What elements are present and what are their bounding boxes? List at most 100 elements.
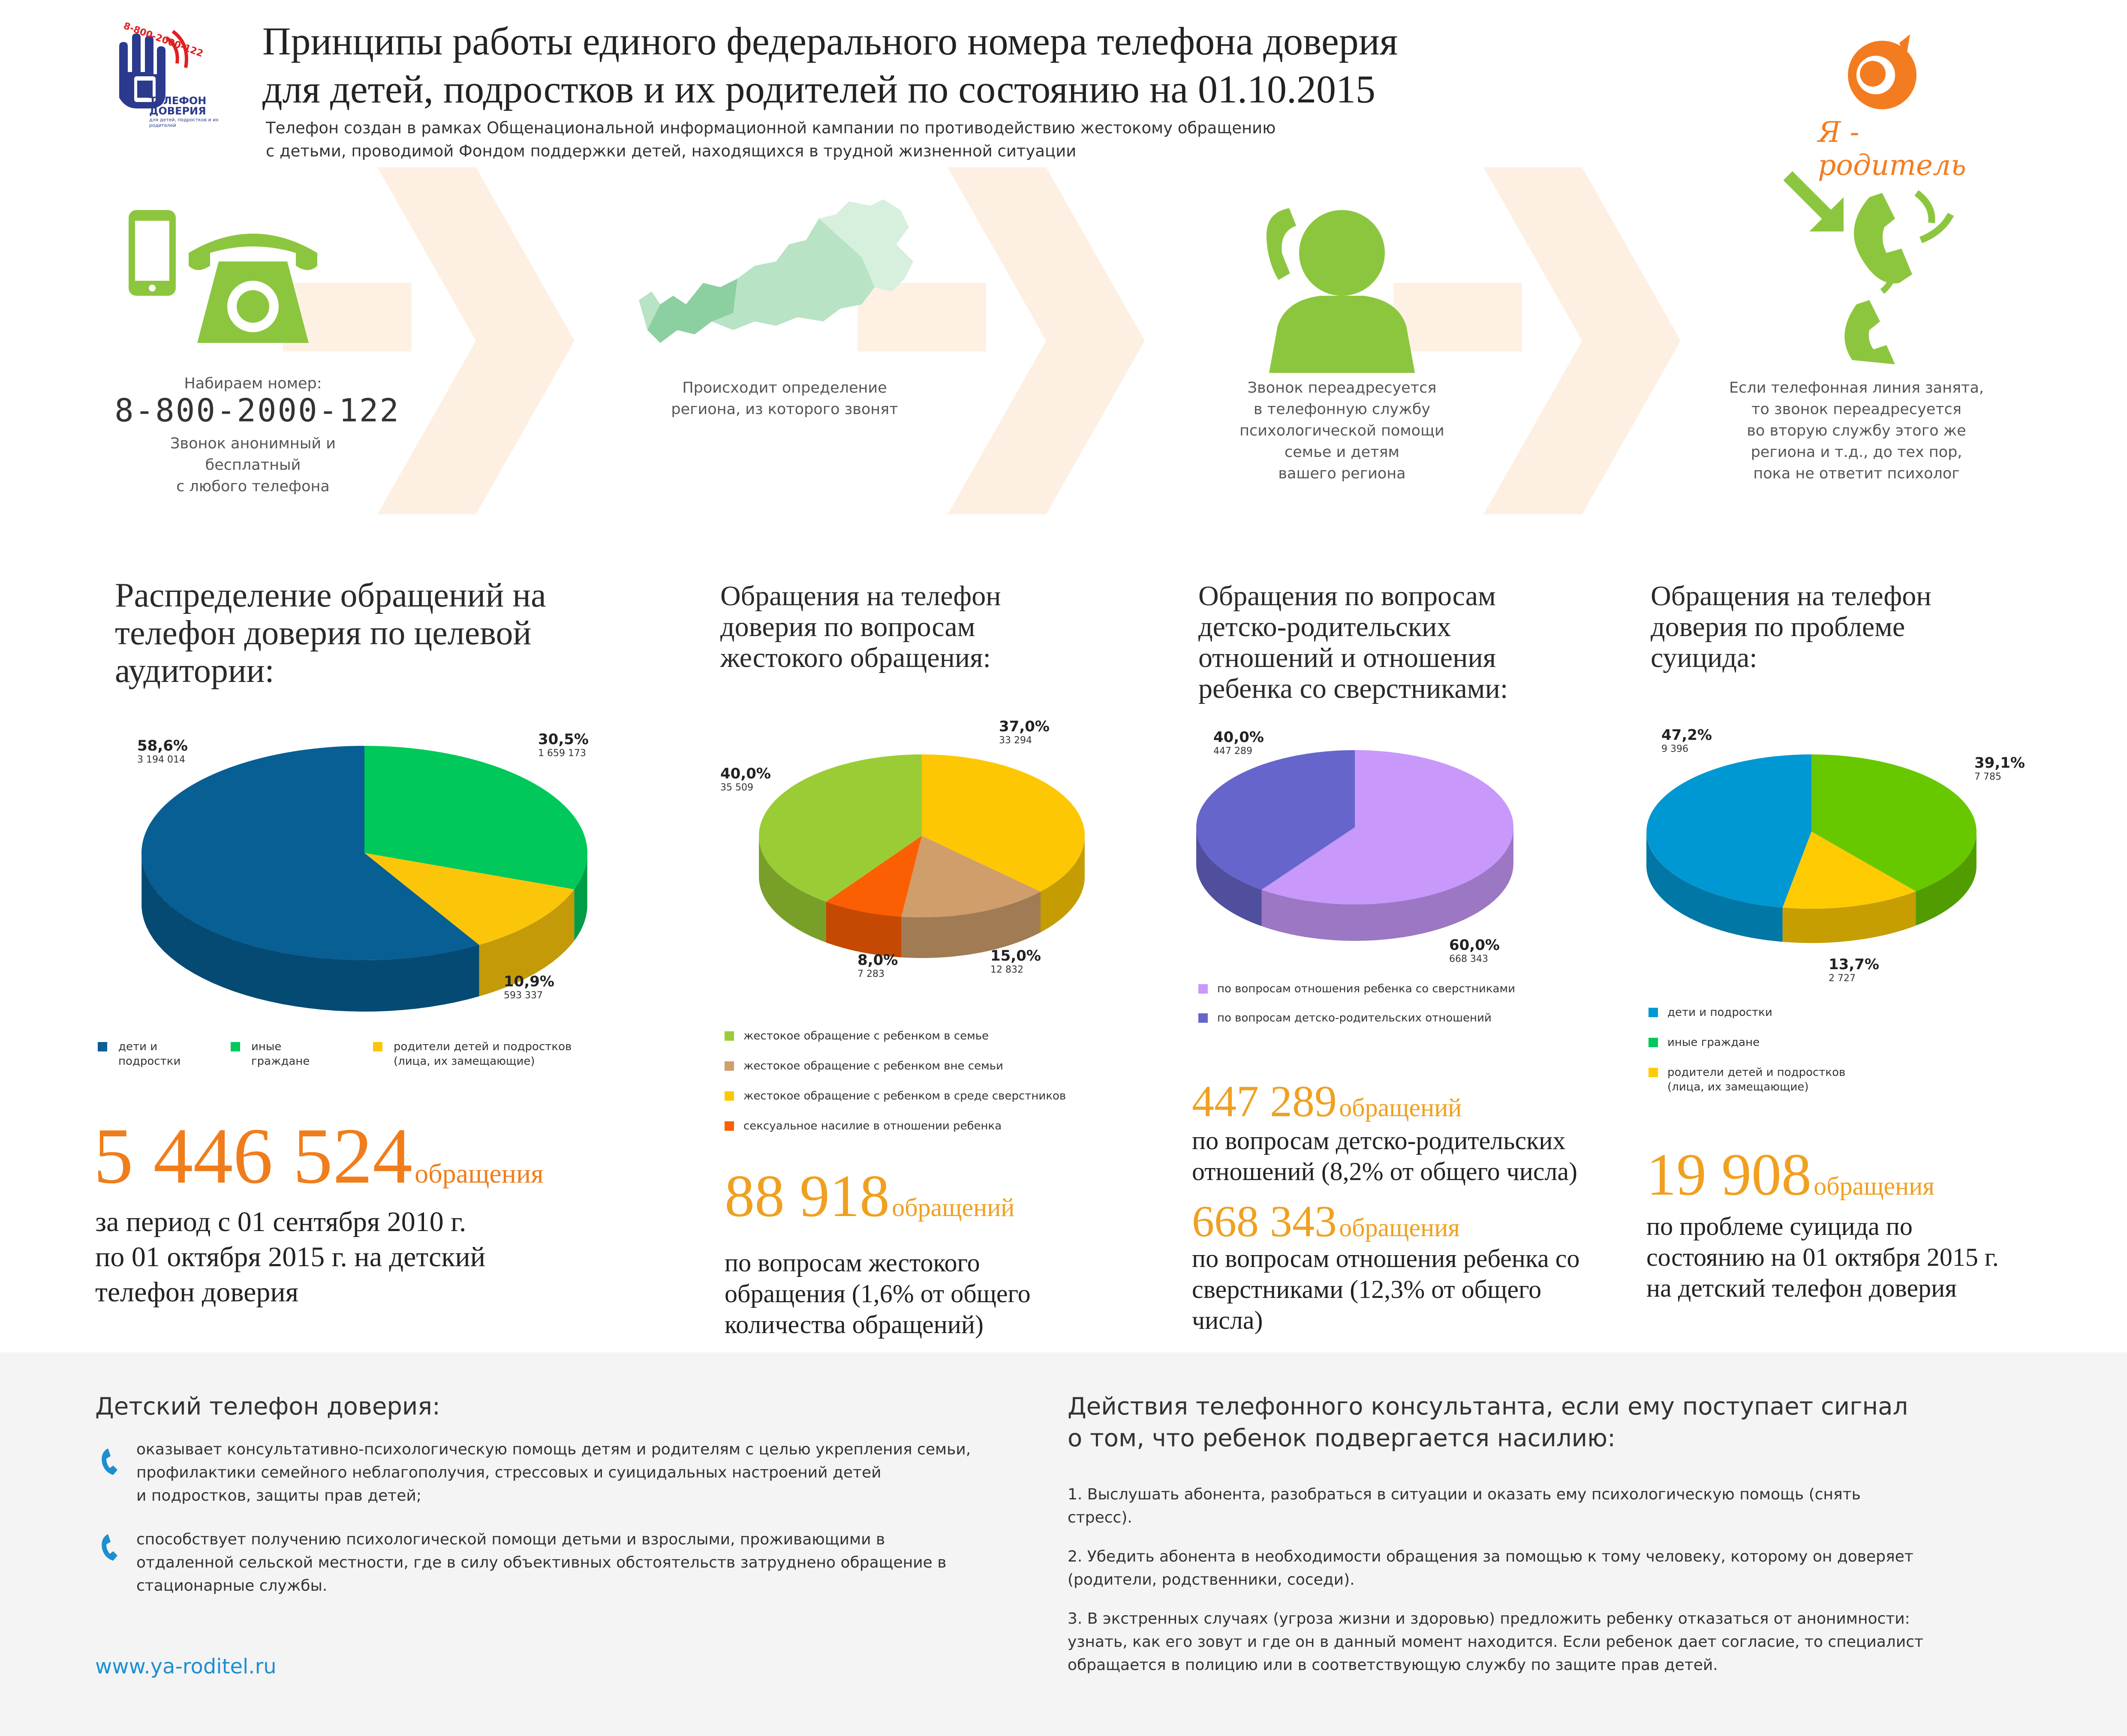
pie-slice-side-0	[574, 856, 587, 941]
legend-suicide: дети и подростки иные граждане родители …	[1649, 1005, 2034, 1104]
page-subtitle: Телефон создан в рамках Общенациональной…	[266, 119, 1276, 160]
step-bar-3	[1393, 283, 1522, 351]
title-box: Принципы работы единого федерального ном…	[262, 17, 1403, 114]
pie4-label-2: 13,7% 2 727	[1829, 956, 1879, 984]
section4-title: Обращения на телефон доверия по проблеме…	[1651, 580, 1931, 673]
legend-item: дети и подростки	[118, 1040, 181, 1068]
phone-icon	[102, 1534, 117, 1561]
relations-suffix-1: обращений	[1339, 1093, 1462, 1122]
pie1-label-0: 58,6% 3 194 014	[137, 737, 188, 765]
pie-slice-0	[364, 746, 588, 889]
pie-slice-side-0	[1041, 837, 1085, 933]
relations-suffix-2: обращения	[1339, 1213, 1460, 1242]
logo-right: Я - родитель	[1792, 34, 1972, 182]
logo-left: 8-800-2000-122 ТЕЛЕФОН ДОВЕРИЯ для детей,…	[102, 21, 222, 128]
abuse-description: по вопросам жестокого обращения (1,6% от…	[725, 1249, 1031, 1339]
legend-abuse: жестокое обращение с ребенком в семье же…	[725, 1029, 1110, 1140]
pie-slice-side-0	[1261, 827, 1513, 941]
total-description: за период с 01 сентября 2010 г. по 01 ок…	[95, 1206, 486, 1308]
page-title-line2: для детей, подростков и их родителей по …	[262, 67, 1376, 111]
pie-slice-side-1	[901, 892, 1041, 958]
phone-icon	[102, 1448, 117, 1475]
legend-item: дети и подростки	[1667, 1006, 1772, 1019]
legend-item: жестокое обращение с ребенком в семье	[743, 1030, 989, 1042]
pie-slice-side-1	[1196, 829, 1262, 926]
abuse-number: 88 918	[725, 1163, 890, 1229]
legend-audience: дети и подростки иные граждане родители де…	[98, 1039, 612, 1074]
relations-calls-2: 668 343 обращения	[1192, 1196, 1460, 1247]
pie-slice-0	[1261, 750, 1514, 904]
legend-item: родители детей и подростков (лица, их зам…	[394, 1040, 572, 1068]
legend-item: по вопросам отношения ребенка со сверстн…	[1217, 982, 1515, 995]
legend-swatch	[98, 1042, 107, 1051]
step4-text: Если телефонная линия занята, то звонок …	[1729, 379, 1984, 482]
legend-swatch	[1198, 1013, 1208, 1023]
legend-swatch	[725, 1061, 734, 1071]
pie1-label-2: 10,9% 593 337	[504, 973, 554, 1001]
legend-item: по вопросам детско-родительских отношени…	[1217, 1012, 1492, 1024]
pie-chart-relations	[1196, 750, 1514, 941]
section3-title: Обращения по вопросам детско-родительски…	[1198, 580, 1508, 704]
suicide-number: 19 908	[1646, 1141, 1811, 1208]
relations-number-2: 668 343	[1192, 1197, 1337, 1246]
russia-map-icon	[639, 199, 913, 343]
suicide-suffix: обращения	[1814, 1172, 1934, 1200]
actions-title: Действия телефонного консультанта, если …	[1068, 1393, 1908, 1452]
phone-number: 8-800-2000-122	[114, 392, 400, 429]
legend-swatch	[725, 1121, 734, 1131]
pie-slice-side-2	[826, 901, 902, 958]
pie2-label-0: 40,0% 35 509	[720, 765, 771, 793]
pie2-label-1: 37,0% 33 294	[999, 718, 1050, 746]
parent-logo-text: Я - родитель	[1818, 116, 1966, 182]
pie-slice-side-1	[1782, 891, 1916, 943]
legend-item: иные граждане	[1667, 1036, 1760, 1049]
site-link[interactable]: www.ya-roditel.ru	[95, 1655, 277, 1679]
operator-icon	[1262, 203, 1415, 373]
step-arrow-1	[377, 167, 575, 514]
hand-logo-icon	[119, 30, 188, 108]
pie-slice-2	[1646, 754, 1811, 908]
legend-swatch	[725, 1031, 734, 1041]
pie-slice-0	[1811, 754, 1977, 892]
call-forward-icon	[1784, 171, 1954, 364]
action-item-3: 3. В экстренных случаях (угроза жизни и …	[1068, 1610, 1923, 1674]
pie-slice-side-3	[759, 838, 826, 943]
pie-chart-abuse	[758, 754, 1085, 958]
pie-chart-suicide	[1646, 754, 1977, 943]
legend-swatch	[1198, 984, 1208, 994]
step-arrow-2	[948, 167, 1145, 514]
pie-slice-1	[1782, 832, 1916, 909]
legend-swatch	[1649, 1068, 1658, 1077]
legend-swatch	[231, 1042, 240, 1051]
suicide-description: по проблеме суицида по состоянию на 01 о…	[1646, 1212, 1999, 1302]
section1-title: Распределение обращений на телефон довер…	[115, 577, 546, 690]
legend-swatch	[1649, 1038, 1658, 1047]
pie-chart-audience	[141, 746, 588, 1012]
parent-logo-icon	[1848, 34, 1916, 109]
legend-relations: по вопросам отношения ребенка со сверстн…	[1198, 982, 1627, 1033]
step1-text: Набираем номер:	[184, 375, 322, 392]
pie-slice-1	[364, 853, 575, 945]
pie-slice-side-2	[141, 856, 479, 1012]
step2-text: Происходит определение региона, из котор…	[671, 379, 898, 418]
relations-number-1: 447 289	[1192, 1077, 1337, 1126]
step-bar-2	[857, 283, 986, 351]
legend-item: родители детей и подростков (лица, их зам…	[1667, 1066, 1846, 1093]
pie2-label-3: 8,0% 7 283	[857, 952, 898, 979]
section2-title: Обращения на телефон доверия по вопросам…	[720, 580, 1001, 673]
step3-text: Звонок переадресуется в телефонную служб…	[1239, 379, 1444, 482]
pie-slice-side-0	[1916, 833, 1977, 926]
pie4-label-0: 47,2% 9 396	[1661, 727, 1712, 754]
relations-calls-1: 447 289 обращений	[1192, 1076, 1462, 1127]
legend-item: жестокое обращение с ребенком вне семьи	[743, 1060, 1003, 1072]
suicide-calls: 19 908 обращения	[1646, 1140, 1934, 1209]
bottom-band	[0, 1352, 2127, 1736]
page-title-line1: Принципы работы единого федерального ном…	[262, 19, 1398, 63]
pie-slice-0	[922, 754, 1085, 892]
pie-slice-1	[901, 836, 1041, 918]
helpline-item-2: способствует получению психологической п…	[136, 1531, 947, 1595]
abuse-suffix: обращений	[892, 1193, 1015, 1222]
legend-swatch	[725, 1091, 734, 1101]
legend-item: сексуальное насилие в отношении ребенка	[743, 1120, 1002, 1132]
pie1-label-1: 30,5% 1 659 173	[538, 731, 589, 759]
